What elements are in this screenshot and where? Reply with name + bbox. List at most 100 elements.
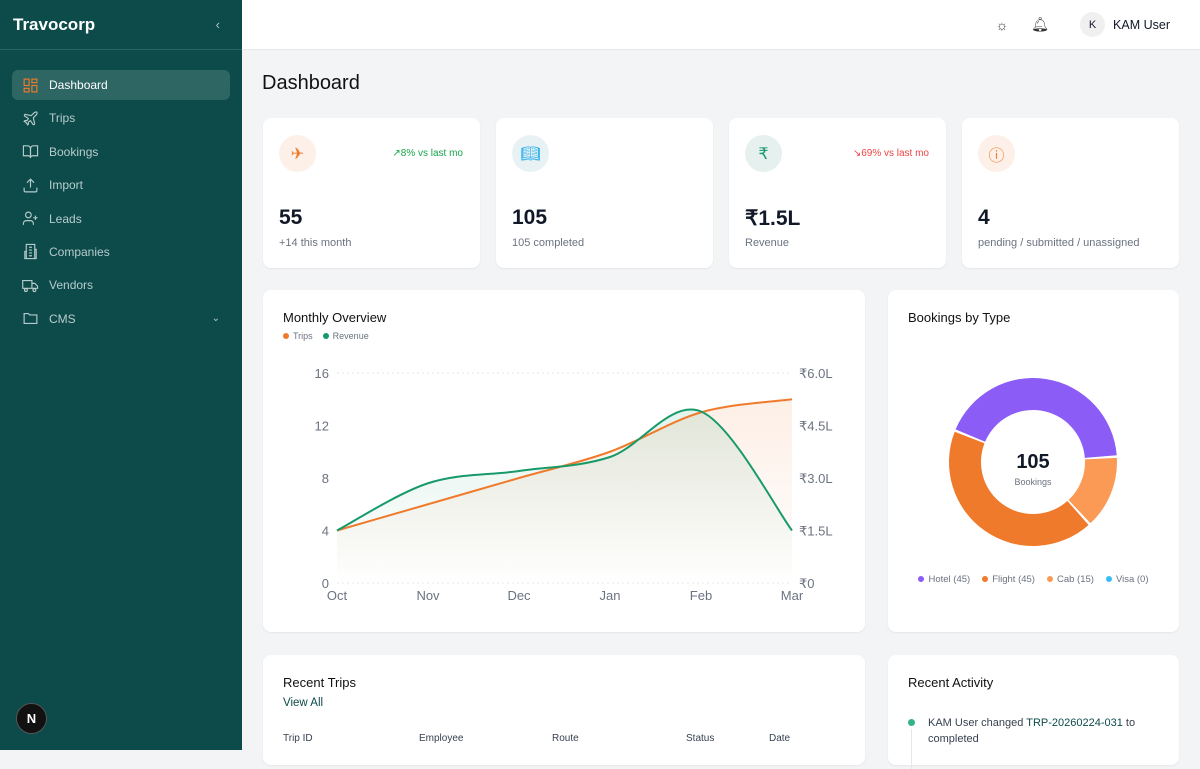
- x-tick-label: Feb: [690, 588, 712, 603]
- bell-icon[interactable]: 🔔︎: [1031, 16, 1049, 32]
- stat-value: 4: [978, 206, 990, 229]
- page-title: Dashboard: [262, 72, 360, 94]
- stat-subtext: 105 completed: [512, 237, 585, 249]
- bookings-by-type-card: Bookings by Type 105 Bookings Hotel (45) F…: [888, 290, 1179, 632]
- stat-card: ₹ ↘69% vs last mo ₹1.5L Revenue: [729, 118, 946, 268]
- sidebar-item-label: CMS: [49, 311, 76, 326]
- plane-icon: ✈: [279, 135, 316, 172]
- legend-visa: Visa (0): [1105, 574, 1149, 585]
- y-tick-label: 8: [322, 471, 329, 486]
- stat-value: ₹1.5L: [745, 207, 801, 230]
- recent-activity-card: Recent Activity KAM User changed TRP-202…: [888, 655, 1179, 769]
- x-tick-label: Mar: [781, 588, 804, 603]
- rupee-icon: ₹: [745, 135, 782, 172]
- card-title: Monthly Overview: [283, 310, 387, 325]
- sidebar-item-leads[interactable]: Leads: [12, 204, 230, 234]
- trend-badge: ↗8% vs last mo: [392, 148, 463, 159]
- donut-center-value: 105: [1016, 451, 1049, 473]
- alert-circle-icon: ⓘ: [978, 135, 1015, 172]
- y2-tick-label: ₹1.5L: [799, 524, 833, 539]
- sidebar: Travocorp ‹ Dashboard Trips Bookings Import…: [0, 0, 242, 750]
- sidebar-item-label: Dashboard: [49, 78, 108, 92]
- user-plus-icon: [22, 211, 38, 225]
- y-tick-label: 0: [322, 576, 329, 591]
- avatar: K: [1080, 12, 1106, 37]
- y2-tick-label: ₹6.0L: [799, 366, 833, 381]
- building-icon: [24, 244, 37, 260]
- y2-tick-label: ₹3.0L: [799, 471, 833, 486]
- sidebar-item-cms[interactable]: CMS ⌄: [12, 304, 230, 334]
- brand-logo: Travocorp: [13, 14, 96, 34]
- y-tick-label: 12: [315, 419, 329, 434]
- chevron-left-icon[interactable]: ‹: [215, 17, 220, 32]
- sidebar-item-import[interactable]: Import: [12, 170, 230, 200]
- legend-cab: Cab (15): [1046, 574, 1094, 585]
- stat-value: 105: [512, 206, 548, 229]
- line-revenue: [336, 408, 793, 532]
- sun-icon[interactable]: ☼: [995, 16, 1009, 33]
- donut-chart: 105 Bookings: [949, 377, 1117, 546]
- stat-card: 📖︎ 105 105 completed: [496, 118, 713, 268]
- book-open-icon: [22, 145, 39, 159]
- area-revenue: [337, 409, 792, 583]
- donut-slice-hotel: [955, 377, 1117, 458]
- stat-card: ⓘ 4 pending / submitted / unassigned: [962, 118, 1179, 268]
- card-title: Bookings by Type: [908, 310, 1011, 325]
- y2-tick-label: ₹0: [799, 576, 815, 591]
- sidebar-item-bookings[interactable]: Bookings: [12, 137, 230, 167]
- col-date[interactable]: Date: [769, 733, 791, 744]
- user-name: KAM User: [1113, 17, 1170, 32]
- sidebar-item-trips[interactable]: Trips: [12, 103, 230, 133]
- legend-hotel: Hotel (45): [918, 574, 970, 585]
- topbar: ☼ 🔔︎ K KAM User: [242, 0, 1200, 50]
- sidebar-item-dashboard[interactable]: Dashboard: [12, 70, 230, 100]
- x-tick-label: Jan: [600, 588, 621, 603]
- monthly-overview-card: Monthly Overview Trips Revenue 0 4 8 12 16 ₹0…: [263, 290, 865, 632]
- book-open-icon: 📖︎: [512, 135, 549, 172]
- sidebar-item-label: Leads: [49, 211, 82, 226]
- x-tick-label: Oct: [327, 588, 348, 603]
- stat-subtext: pending / submitted / unassigned: [978, 237, 1140, 249]
- legend-flight: Flight (45): [982, 574, 1035, 585]
- sidebar-item-label: Companies: [49, 244, 110, 259]
- activity-item: KAM User changed TRP-20260224-031 to com…: [928, 717, 1136, 745]
- sidebar-header: Travocorp ‹: [0, 0, 242, 50]
- col-status[interactable]: Status: [686, 733, 715, 744]
- stat-card: ✈ ↗8% vs last mo 55 +14 this month: [263, 118, 480, 268]
- chart-legend: Trips Revenue: [283, 331, 369, 341]
- donut-center-label: Bookings: [1014, 477, 1052, 487]
- sidebar-item-companies[interactable]: Companies: [12, 237, 230, 267]
- sidebar-nav: Dashboard Trips Bookings Import Leads Compani…: [0, 50, 242, 357]
- col-employee[interactable]: Employee: [419, 733, 464, 744]
- sidebar-item-vendors[interactable]: Vendors: [12, 270, 230, 300]
- timeline-dot: [908, 719, 915, 726]
- donut-slice-flight: [949, 431, 1089, 546]
- donut-legend: Hotel (45) Flight (45) Cab (15) Visa (0): [888, 574, 1179, 585]
- donut-slice-cab: [1068, 457, 1117, 524]
- trend-badge: ↘69% vs last mo: [852, 148, 929, 159]
- sidebar-item-label: Vendors: [49, 278, 94, 293]
- user-menu[interactable]: K KAM User: [1080, 12, 1170, 37]
- card-title: Recent Trips: [283, 675, 356, 690]
- card-title: Recent Activity: [908, 675, 994, 690]
- sidebar-item-label: Import: [49, 178, 84, 193]
- plane-icon: [23, 111, 38, 126]
- stat-subtext: Revenue: [745, 237, 790, 249]
- col-trip-id[interactable]: Trip ID: [283, 733, 313, 744]
- truck-icon: [22, 279, 39, 292]
- upload-icon: [23, 177, 38, 193]
- col-route[interactable]: Route: [552, 733, 579, 744]
- trip-link[interactable]: TRP-20260224-031: [1026, 717, 1123, 729]
- chevron-down-icon[interactable]: ⌄: [211, 313, 220, 325]
- line-chart: 0 4 8 12 16 ₹0 ₹1.5L ₹3.0L ₹4.5L ₹6.0L Oct Nov Dec Ja…: [315, 366, 833, 603]
- y-tick-label: 16: [315, 366, 329, 381]
- stat-value: 55: [279, 206, 303, 229]
- view-all-link[interactable]: View All: [283, 697, 324, 709]
- recent-trips-card: Recent Trips View All Trip ID Employee R…: [263, 655, 865, 765]
- x-tick-label: Nov: [416, 588, 440, 603]
- y2-tick-label: ₹4.5L: [799, 419, 833, 434]
- folder-icon: [23, 313, 38, 325]
- layout-grid-icon: [23, 78, 38, 92]
- timeline-line: [911, 729, 912, 769]
- footer-logo[interactable]: N: [16, 703, 47, 734]
